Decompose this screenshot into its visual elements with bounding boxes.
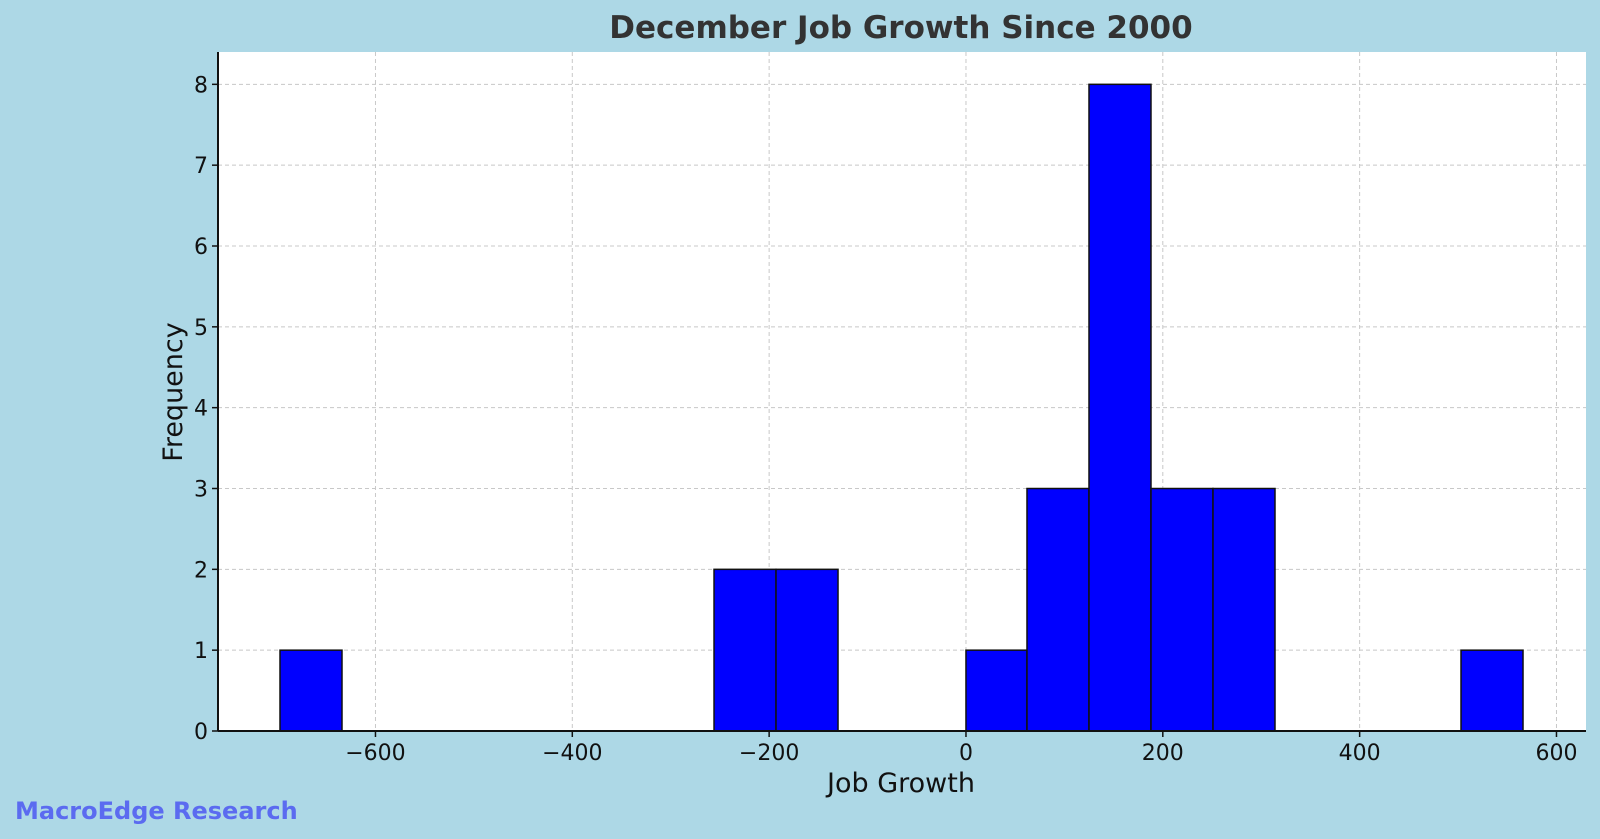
y-tick-label-3: 3 bbox=[194, 478, 208, 503]
y-tick-label-2: 2 bbox=[194, 558, 208, 583]
x-axis-ticks: −600 −400 −200 0 200 400 600 bbox=[345, 731, 1577, 766]
y-tick-label-6: 6 bbox=[194, 235, 208, 260]
histogram-bar-4 bbox=[1026, 487, 1090, 732]
x-tick-label-1: −400 bbox=[542, 741, 602, 766]
x-tick-label-6: 600 bbox=[1535, 741, 1577, 766]
x-axis-label: Job Growth bbox=[825, 768, 975, 799]
y-tick-label-4: 4 bbox=[194, 397, 208, 422]
y-tick-label-7: 7 bbox=[194, 154, 208, 179]
histogram-bar-7 bbox=[1212, 487, 1276, 732]
y-tick-label-5: 5 bbox=[194, 316, 208, 341]
histogram-bar-6 bbox=[1150, 487, 1214, 732]
y-tick-label-0: 0 bbox=[194, 720, 208, 745]
chart-title: December Job Growth Since 2000 bbox=[609, 10, 1192, 46]
x-tick-label-4: 200 bbox=[1142, 741, 1184, 766]
histogram-bar-8 bbox=[1460, 649, 1524, 732]
histogram-bar-2 bbox=[775, 568, 839, 732]
watermark-text: MacroEdge Research bbox=[15, 797, 298, 825]
histogram-bar-5 bbox=[1088, 83, 1152, 732]
histogram-bar-3 bbox=[965, 649, 1028, 732]
y-axis-label: Frequency bbox=[158, 322, 189, 462]
x-tick-label-2: −200 bbox=[739, 741, 799, 766]
plot-area bbox=[218, 52, 1586, 731]
y-axis-ticks: 0 1 2 3 4 5 6 7 8 bbox=[194, 73, 218, 745]
histogram-bar-1 bbox=[713, 568, 777, 732]
y-tick-label-1: 1 bbox=[194, 639, 208, 664]
x-tick-label-5: 400 bbox=[1339, 741, 1381, 766]
histogram-bar-0 bbox=[279, 649, 343, 732]
x-tick-label-3: 0 bbox=[959, 741, 973, 766]
y-tick-label-8: 8 bbox=[194, 73, 208, 98]
x-tick-label-0: −600 bbox=[345, 741, 405, 766]
histogram-bars bbox=[279, 83, 1524, 732]
